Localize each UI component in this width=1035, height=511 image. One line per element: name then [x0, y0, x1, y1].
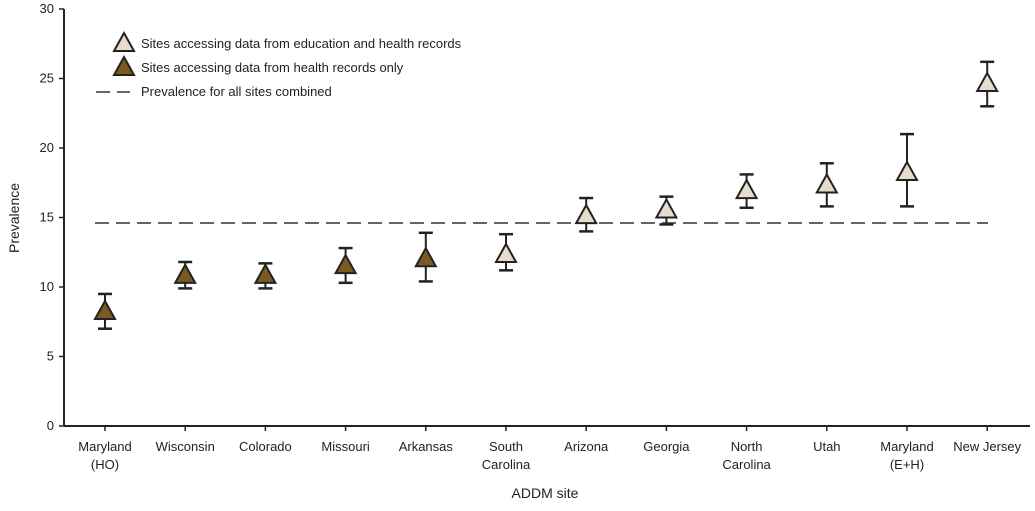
x-tick-label: (E+H) [890, 457, 924, 472]
y-tick-label: 30 [40, 1, 54, 16]
x-tick-label: Utah [813, 439, 840, 454]
data-point [574, 203, 598, 225]
data-point [333, 253, 358, 275]
y-tick-label: 15 [40, 210, 54, 225]
data-point [734, 178, 759, 200]
x-tick-label: North [731, 439, 763, 454]
data-point [494, 241, 518, 264]
data-point [815, 172, 839, 194]
x-tick-label: Arizona [564, 439, 609, 454]
data-point [93, 298, 117, 321]
y-tick-label: 5 [47, 349, 54, 364]
x-tick-label: Maryland [880, 439, 933, 454]
legend-marker [112, 54, 136, 76]
x-tick-label: Carolina [482, 457, 531, 472]
x-tick-label: Arkansas [399, 439, 454, 454]
x-tick-label: (HO) [91, 457, 119, 472]
x-tick-label: Carolina [722, 457, 771, 472]
legend-label: Sites accessing data from health records… [141, 60, 404, 75]
data-point [414, 246, 438, 268]
legend-marker [112, 30, 136, 52]
x-tick-label: Georgia [643, 439, 690, 454]
legend: Sites accessing data from education and … [96, 30, 462, 99]
legend-label: Sites accessing data from education and … [141, 36, 462, 51]
y-tick-label: 0 [47, 418, 54, 433]
y-tick-label: 25 [40, 71, 54, 86]
data-point [253, 262, 278, 284]
y-tick-label: 20 [40, 140, 54, 155]
legend-label: Prevalence for all sites combined [141, 84, 332, 99]
data-point [173, 262, 197, 284]
x-tick-label: Missouri [321, 439, 370, 454]
y-tick-label: 10 [40, 279, 54, 294]
data-point [654, 197, 679, 219]
data-point [895, 159, 919, 182]
y-axis-label: Prevalence [6, 183, 22, 253]
x-tick-label: New Jersey [953, 439, 1021, 454]
x-tick-label: Colorado [239, 439, 292, 454]
x-tick-label: South [489, 439, 523, 454]
data-point [975, 71, 999, 93]
x-tick-label: Wisconsin [156, 439, 215, 454]
x-axis-label: ADDM site [512, 485, 579, 501]
x-tick-label: Maryland [78, 439, 131, 454]
